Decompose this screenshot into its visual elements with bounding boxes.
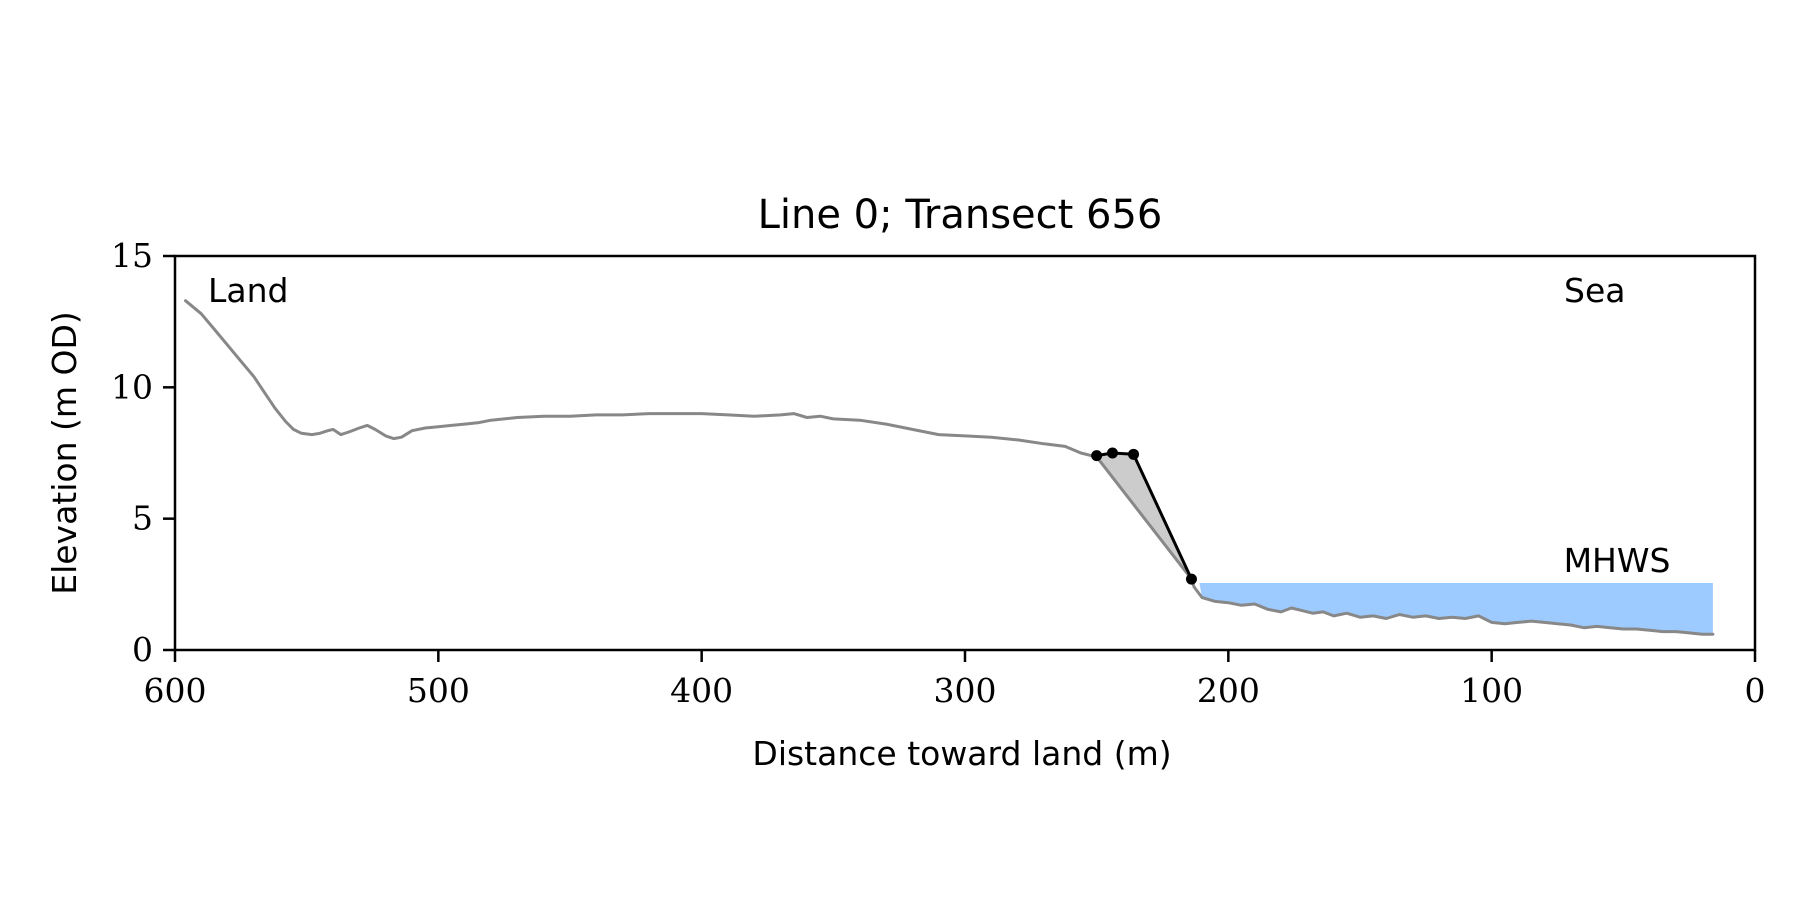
y-axis-label: Elevation (m OD) — [45, 311, 84, 595]
x-tick-label: 500 — [407, 671, 470, 710]
x-tick-label: 400 — [670, 671, 733, 710]
mhws-label: MHWS — [1564, 541, 1671, 580]
x-tick-label: 600 — [144, 671, 207, 710]
beach-line — [1192, 585, 1715, 636]
y-axis: 0 5 10 15 — [111, 236, 175, 669]
x-axis-label: Distance toward land (m) — [752, 734, 1171, 773]
cliff-point — [1128, 448, 1140, 460]
y-tick-label: 10 — [111, 367, 153, 406]
profile-line — [184, 299, 1099, 459]
cliff-point — [1185, 573, 1197, 585]
x-tick-label: 0 — [1745, 671, 1766, 710]
chart-title: Line 0; Transect 656 — [758, 192, 1163, 238]
sea-label: Sea — [1564, 271, 1625, 310]
cliff-point — [1091, 450, 1103, 462]
cliff-point — [1106, 447, 1118, 459]
y-tick-label: 0 — [132, 630, 153, 669]
x-tick-label: 300 — [934, 671, 997, 710]
x-tick-label: 100 — [1460, 671, 1523, 710]
x-axis: 600 500 400 300 200 100 0 — [144, 650, 1766, 710]
y-tick-label: 15 — [111, 236, 153, 275]
plot-area — [184, 299, 1715, 636]
cliff-line — [1096, 451, 1193, 580]
land-label: Land — [208, 271, 288, 310]
mhws-band — [1199, 583, 1713, 635]
y-tick-label: 5 — [132, 499, 153, 538]
x-tick-label: 200 — [1197, 671, 1260, 710]
